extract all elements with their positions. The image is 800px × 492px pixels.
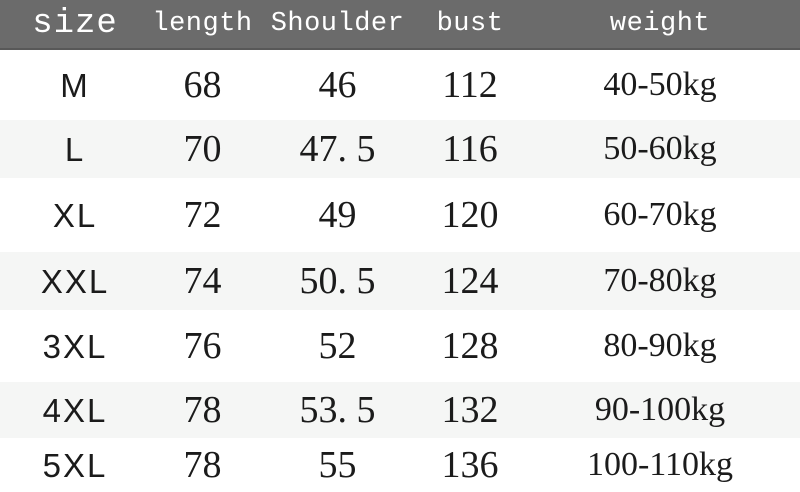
cell-weight: 60-70kg: [603, 196, 717, 233]
cell-bust: 120: [441, 194, 499, 236]
cell-shoulder: 47. 5: [299, 128, 376, 170]
cell-length: 72: [183, 194, 222, 236]
table-row: XL 72 49 120 60-70kg: [0, 178, 800, 252]
cell-shoulder: 52: [318, 325, 357, 367]
table-row: M 68 46 112 40-50kg: [0, 50, 800, 120]
cell-weight: 100-110kg: [586, 446, 734, 483]
column-header-size: size: [32, 5, 118, 43]
cell-shoulder: 50. 5: [299, 260, 376, 302]
table-row: XXL 74 50. 5 124 70-80kg: [0, 252, 800, 310]
cell-bust: 132: [441, 389, 499, 431]
cell-length: 78: [183, 444, 222, 486]
cell-shoulder: 46: [318, 64, 357, 106]
column-header-weight: weight: [609, 8, 711, 39]
cell-size: 3XL: [42, 327, 108, 365]
cell-shoulder: 49: [318, 194, 357, 236]
cell-length: 70: [183, 128, 222, 170]
cell-weight: 70-80kg: [603, 262, 717, 299]
cell-shoulder: 55: [318, 444, 357, 486]
table-row: 3XL 76 52 128 80-90kg: [0, 310, 800, 382]
cell-shoulder: 53. 5: [299, 389, 376, 431]
cell-weight: 50-60kg: [603, 130, 717, 167]
column-header-length: length: [152, 8, 253, 39]
cell-bust: 112: [442, 64, 498, 106]
cell-size: L: [64, 130, 86, 168]
cell-length: 78: [183, 389, 222, 431]
cell-weight: 90-100kg: [594, 391, 726, 428]
cell-size: M: [60, 66, 90, 104]
cell-weight: 40-50kg: [603, 66, 717, 103]
cell-size: 5XL: [42, 446, 108, 484]
cell-length: 76: [183, 325, 222, 367]
cell-bust: 124: [441, 260, 499, 302]
table-row: L 70 47. 5 116 50-60kg: [0, 120, 800, 178]
column-header-shoulder: Shoulder: [270, 8, 405, 39]
cell-bust: 128: [441, 325, 499, 367]
cell-size: XL: [52, 196, 98, 234]
table-row: 5XL 78 55 136 100-110kg: [0, 438, 800, 492]
cell-weight: 80-90kg: [603, 327, 717, 364]
cell-bust: 116: [442, 128, 498, 170]
cell-length: 68: [183, 64, 222, 106]
cell-length: 74: [183, 260, 222, 302]
column-header-bust: bust: [436, 8, 504, 39]
table-header-row: size length Shoulder bust weight: [0, 0, 800, 50]
cell-size: 4XL: [42, 391, 108, 429]
cell-size: XXL: [40, 262, 110, 300]
table-row: 4XL 78 53. 5 132 90-100kg: [0, 382, 800, 438]
cell-bust: 136: [441, 444, 499, 486]
